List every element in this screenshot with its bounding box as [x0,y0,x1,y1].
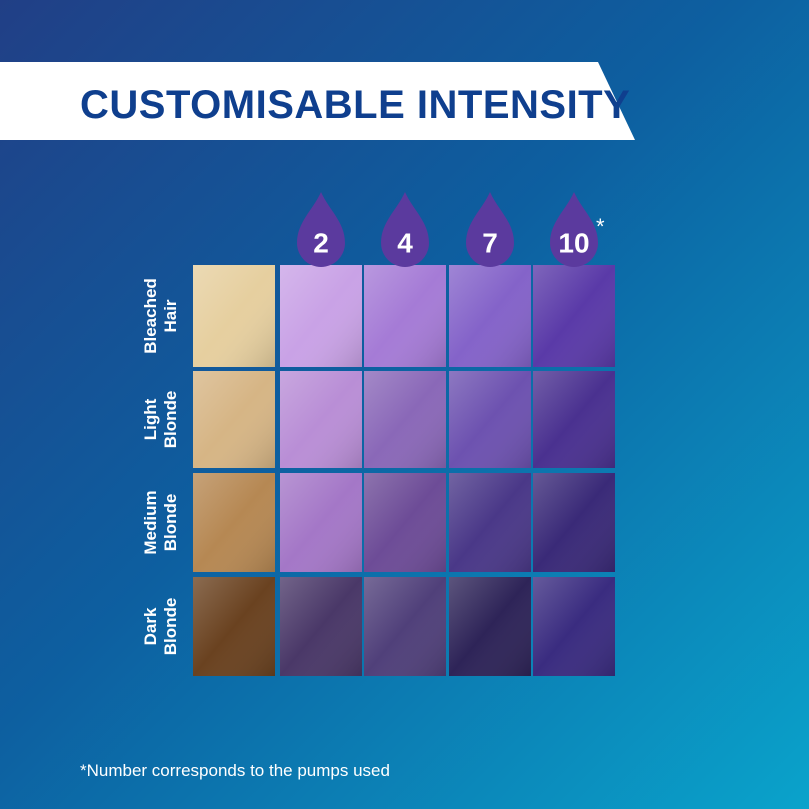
pump-drop [297,192,345,267]
row-label-line: Bleached [141,278,160,354]
pump-count: 10 [558,227,589,258]
swatch-sheen [449,577,531,676]
title: CUSTOMISABLE INTENSITY [80,83,630,127]
swatch-sheen [533,371,615,468]
row-label-line: Medium [141,490,160,554]
row-label-line: Dark [141,607,160,645]
title-banner [0,62,635,140]
pump-count: 7 [482,227,498,258]
swatch-sheen [364,265,446,367]
footnote: *Number corresponds to the pumps used [80,761,390,780]
row-label-line: Light [141,398,160,440]
swatch-sheen [364,371,446,468]
swatch-sheen [449,371,531,468]
row-label: Dark Blonde [141,598,180,656]
swatch-sheen [533,265,615,367]
pump-drop [381,192,429,267]
row-label: Light Blonde [141,391,180,449]
swatch-sheen [193,265,275,367]
row-label-line: Blonde [161,494,180,552]
swatch-sheen [449,473,531,572]
pump-count: 2 [313,227,329,258]
swatch-sheen [193,473,275,572]
note-marker: * [596,214,605,239]
swatch-sheen [193,371,275,468]
swatch-sheen [533,577,615,676]
row-label: Bleached Hair [141,278,180,354]
swatch-sheen [193,577,275,676]
row-label-line: Blonde [161,598,180,656]
swatch-sheen [280,265,362,367]
pump-drop [550,192,598,267]
swatch-sheen [364,473,446,572]
row-label-line: Blonde [161,391,180,449]
swatch-sheen [533,473,615,572]
row-label: Medium Blonde [141,490,180,554]
swatch-sheen [280,371,362,468]
row-label-line: Hair [161,299,180,332]
swatch-sheen [280,577,362,676]
swatch-sheen [449,265,531,367]
pump-count: 4 [397,227,413,258]
swatch-sheen [280,473,362,572]
pump-drop [466,192,514,267]
swatch-sheen [364,577,446,676]
